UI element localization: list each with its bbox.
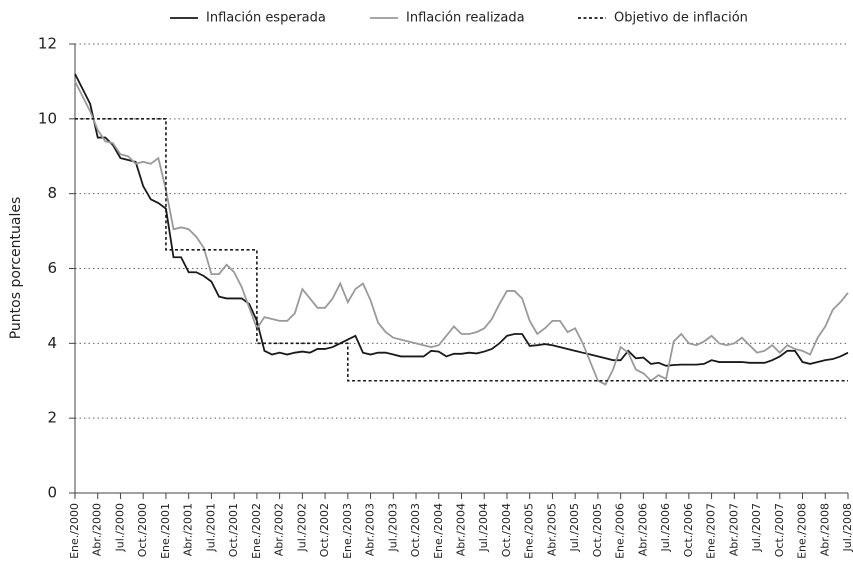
x-tick-label: Oct./2001 bbox=[227, 503, 240, 557]
y-axis-label: Puntos porcentuales bbox=[8, 197, 24, 340]
x-tick-label: Oct./2006 bbox=[682, 503, 695, 557]
y-tick-label: 10 bbox=[38, 109, 57, 127]
series-line bbox=[74, 73, 849, 367]
x-tick-label: Oct./2007 bbox=[773, 503, 786, 557]
x-tick-label: Ene./2007 bbox=[705, 503, 718, 559]
x-tick-label: Ene./2008 bbox=[796, 503, 809, 559]
x-tick-label: Oct./2002 bbox=[318, 503, 331, 557]
x-tick-label: Abr./2006 bbox=[636, 503, 649, 556]
x-tick-label: Abr./2002 bbox=[273, 503, 286, 556]
x-tick-label: Jul./2004 bbox=[477, 503, 490, 552]
y-tick-label: 6 bbox=[47, 259, 57, 277]
x-tick-label: Abr./2005 bbox=[545, 503, 558, 556]
x-tick-label: Jul./2006 bbox=[659, 503, 672, 552]
x-tick-label: Jul./2008 bbox=[841, 503, 853, 552]
x-tick-label: Ene./2001 bbox=[159, 503, 172, 559]
x-tick-label: Ene./2005 bbox=[523, 503, 536, 559]
legend-label: Inflación esperada bbox=[206, 11, 326, 26]
x-tick-label: Jul./2001 bbox=[204, 503, 217, 552]
x-tick-label: Oct./2003 bbox=[409, 503, 422, 557]
x-tick-label: Abr./2004 bbox=[455, 503, 468, 556]
x-tick-label: Jul./2007 bbox=[750, 503, 763, 552]
x-tick-label: Jul./2002 bbox=[295, 503, 308, 552]
x-tick-label: Abr./2008 bbox=[818, 503, 831, 556]
y-tick-label: 8 bbox=[47, 184, 57, 202]
series-line bbox=[74, 81, 849, 386]
x-tick-label: Abr./2003 bbox=[364, 503, 377, 556]
x-tick-label: Abr./2001 bbox=[182, 503, 195, 556]
legend-label: Inflación realizada bbox=[406, 11, 525, 26]
y-tick-label: 4 bbox=[47, 334, 57, 352]
x-tick-label: Oct./2000 bbox=[136, 503, 149, 557]
legend-label: Objetivo de inflación bbox=[614, 11, 748, 26]
y-tick-label: 2 bbox=[47, 409, 57, 427]
x-tick-label: Ene./2000 bbox=[68, 503, 81, 559]
x-tick-label: Jul./2005 bbox=[568, 503, 581, 552]
y-tick-label: 0 bbox=[47, 484, 57, 502]
x-tick-label: Ene./2004 bbox=[432, 503, 445, 559]
x-tick-label: Ene./2002 bbox=[250, 503, 263, 559]
x-tick-label: Ene./2006 bbox=[614, 503, 627, 559]
y-tick-label: 12 bbox=[38, 35, 57, 53]
x-tick-label: Jul./2003 bbox=[386, 503, 399, 552]
x-tick-label: Ene./2003 bbox=[341, 503, 354, 559]
x-tick-label: Oct./2004 bbox=[500, 503, 513, 557]
x-tick-label: Abr./2000 bbox=[91, 503, 104, 556]
x-tick-label: Oct./2005 bbox=[591, 503, 604, 557]
series-line bbox=[75, 118, 848, 382]
x-tick-label: Jul./2000 bbox=[113, 503, 126, 552]
x-tick-label: Abr./2007 bbox=[727, 503, 740, 556]
